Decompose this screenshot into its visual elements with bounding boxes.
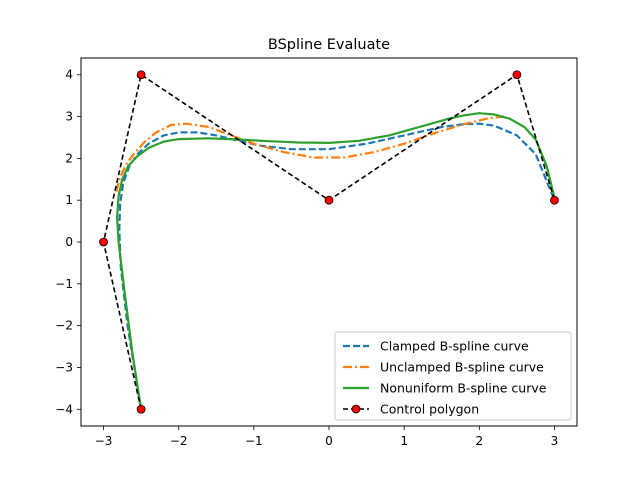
plot-frame [80, 57, 578, 427]
series-line-4 [102, 73, 556, 410]
y-tick-label: 3 [65, 110, 73, 124]
plot-area [99, 70, 559, 414]
y-tick-label: −1 [55, 277, 73, 291]
x-tick-label: −3 [95, 434, 113, 448]
legend-label: Unclamped B-spline curve [380, 360, 544, 375]
control-point [324, 195, 334, 205]
y-tick-label: 0 [65, 235, 73, 249]
legend-label: Clamped B-spline curve [380, 339, 529, 354]
x-tick-label: 2 [475, 434, 483, 448]
chart-title: BSpline Evaluate [268, 37, 390, 53]
control-point [512, 70, 522, 80]
x-tick-label: 0 [325, 434, 333, 448]
x-axis: −3 −2 −1 0 1 2 3 [95, 426, 559, 448]
series-line-1 [118, 122, 556, 410]
legend: Clamped B-spline curve Unclamped B-spline… [334, 331, 572, 421]
y-axis: −4 −3 −2 −1 0 1 2 3 4 [55, 68, 81, 416]
y-tick-label: 2 [65, 151, 73, 165]
x-tick-label: 1 [400, 434, 408, 448]
control-point [136, 404, 146, 414]
legend-box [334, 331, 572, 421]
series-line-2 [115, 115, 505, 193]
control-point [99, 237, 108, 247]
legend-label: Control polygon [380, 402, 479, 417]
y-tick-label: 1 [65, 193, 73, 207]
control-point [550, 195, 559, 205]
series-line-3 [116, 112, 556, 410]
legend-marker [351, 404, 361, 414]
legend-label: Nonuniform B-spline curve [380, 381, 547, 396]
y-tick-label: −4 [55, 402, 73, 416]
y-tick-label: −3 [55, 360, 73, 374]
x-tick-label: 3 [551, 434, 559, 448]
x-tick-label: −1 [245, 434, 263, 448]
y-tick-label: 4 [65, 68, 73, 82]
x-tick-label: −2 [170, 434, 188, 448]
control-point [136, 70, 146, 80]
y-tick-label: −2 [55, 319, 73, 333]
